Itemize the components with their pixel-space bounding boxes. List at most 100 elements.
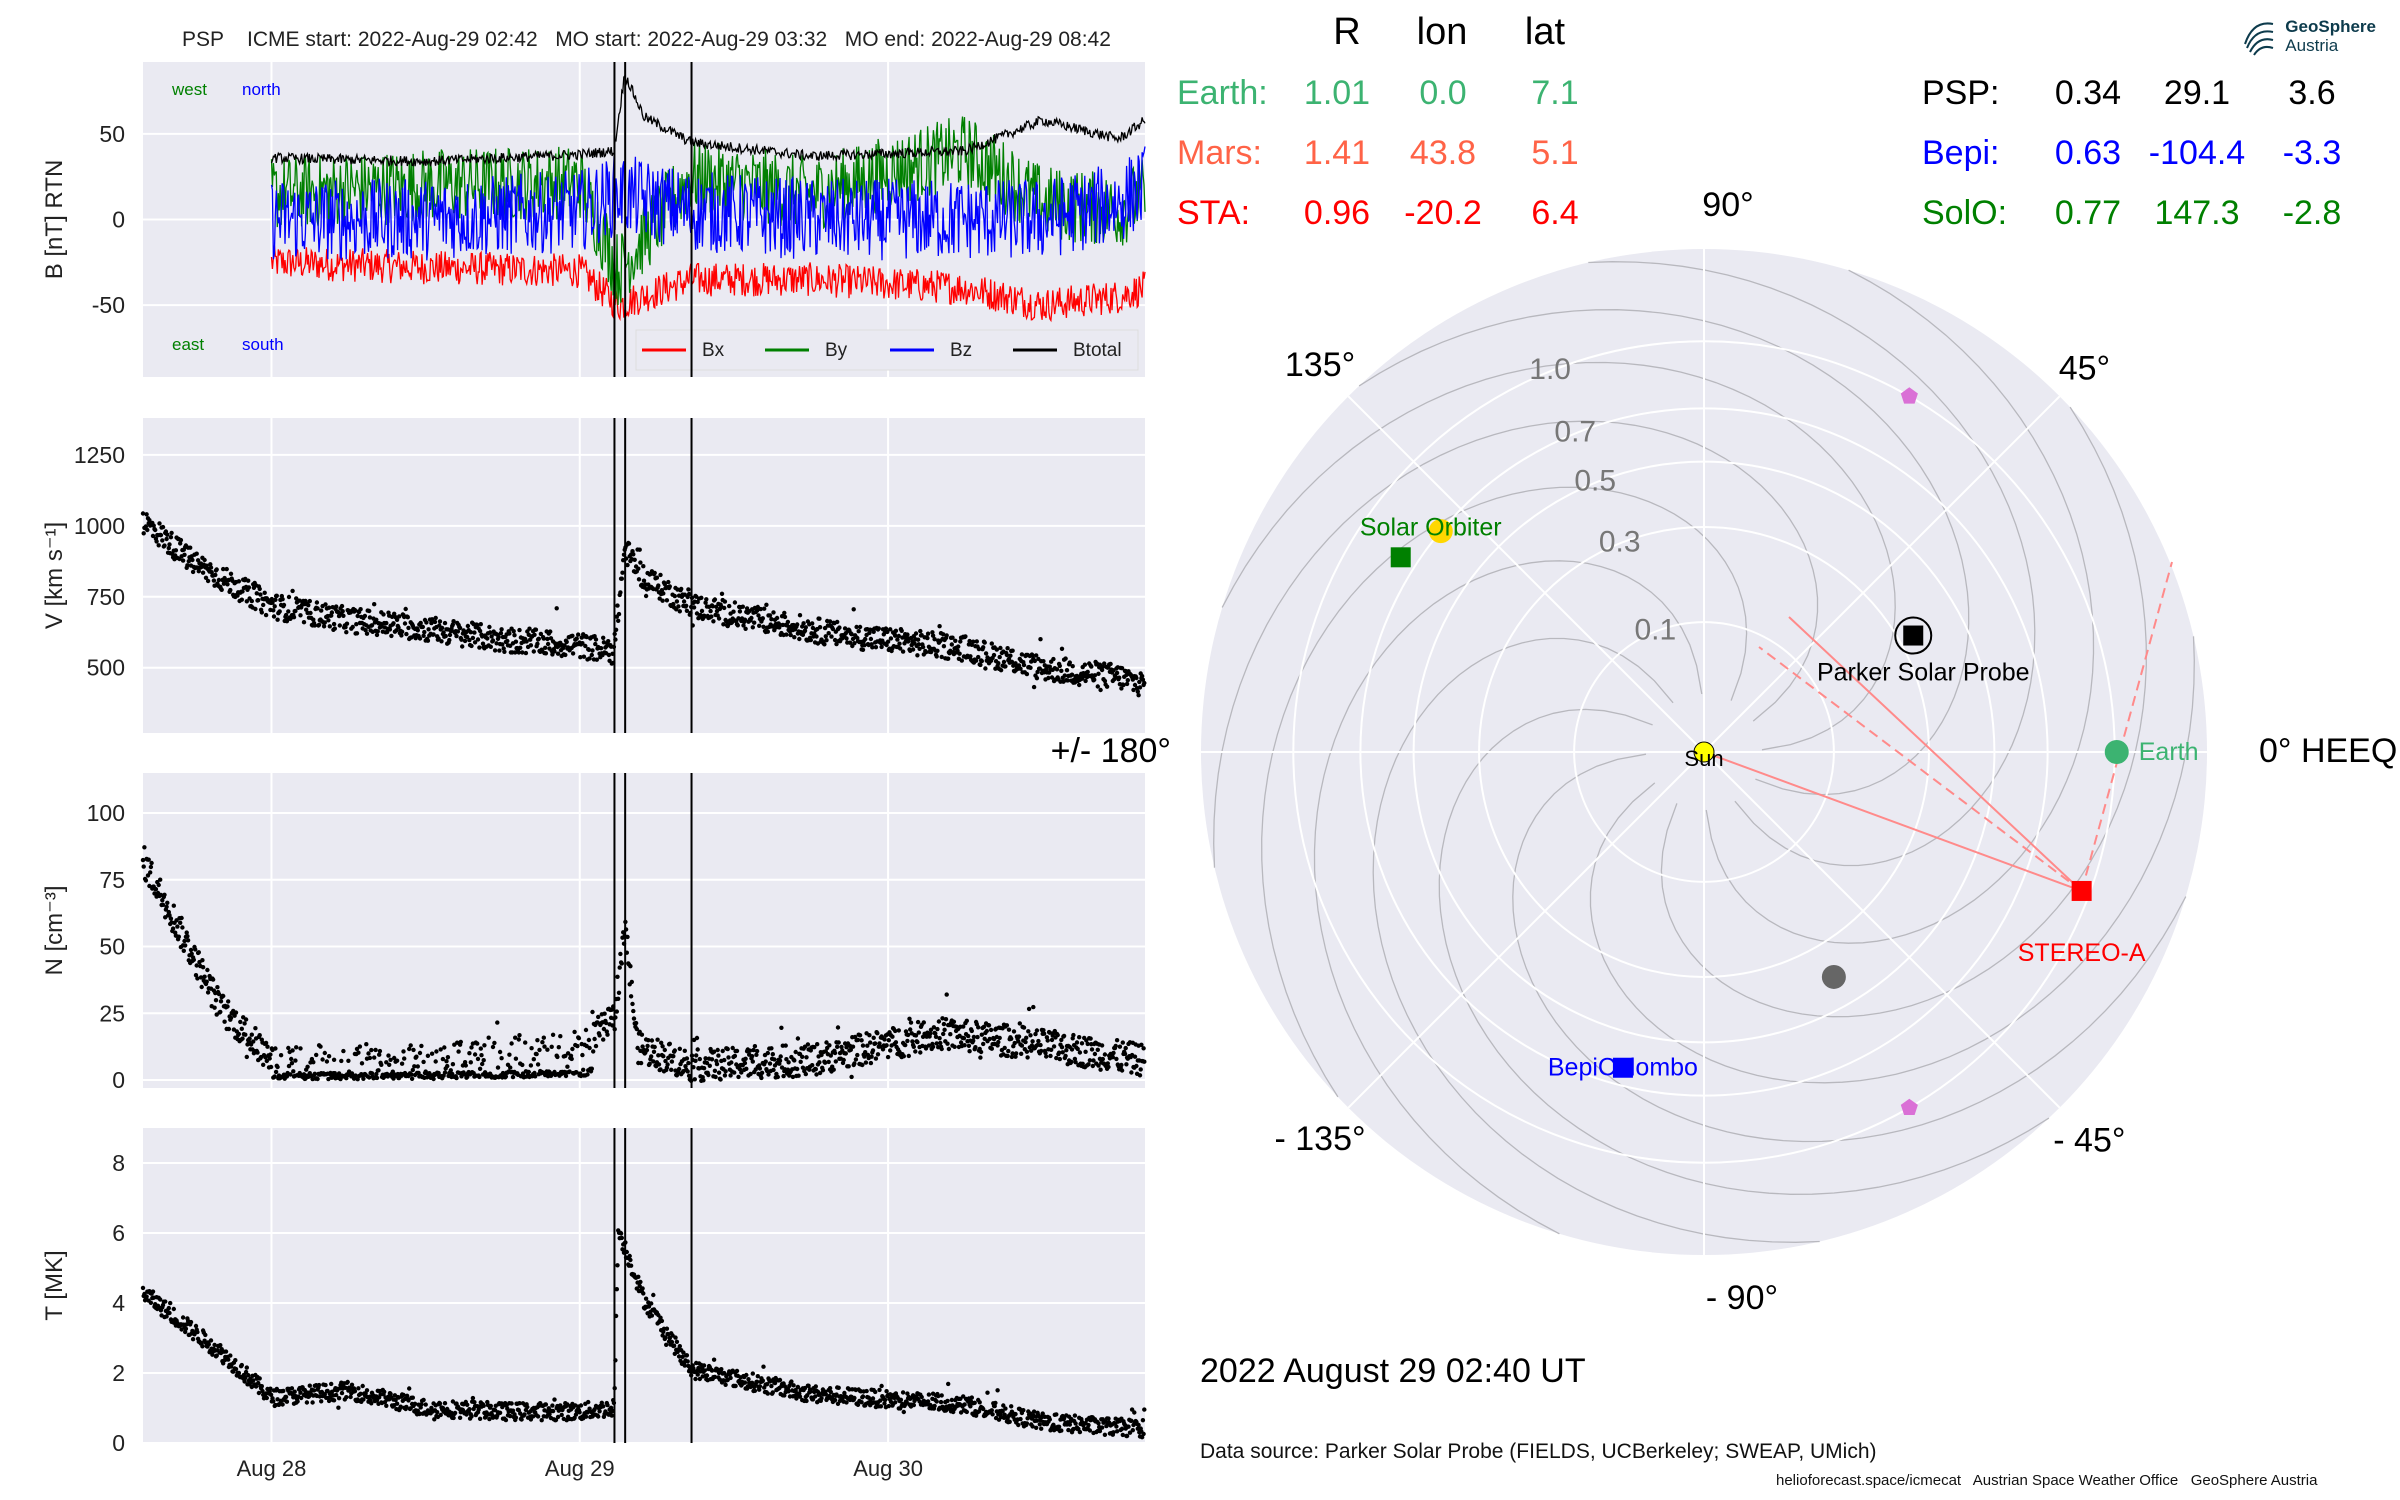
data-point <box>253 1384 259 1389</box>
data-point <box>683 1064 688 1069</box>
data-point <box>167 542 172 547</box>
data-point <box>362 613 368 619</box>
data-point <box>1005 646 1010 651</box>
data-point <box>815 1042 820 1047</box>
data-point <box>152 891 157 896</box>
data-point <box>674 1339 680 1345</box>
data-point <box>360 1383 365 1389</box>
data-point <box>1126 1424 1131 1429</box>
data-point <box>358 607 363 612</box>
label-east: east <box>172 335 204 354</box>
data-point <box>523 650 529 656</box>
data-point <box>886 1038 891 1043</box>
data-point <box>676 604 681 609</box>
angle-label-a45: 45° <box>2059 350 2110 388</box>
data-point <box>270 600 275 605</box>
data-point <box>640 1286 645 1291</box>
table-name-right: PSP: <box>1922 74 1999 112</box>
data-point <box>497 1049 503 1055</box>
data-point <box>1099 1043 1105 1048</box>
data-point <box>842 1390 847 1396</box>
data-point <box>1061 1033 1067 1039</box>
data-point <box>149 860 154 866</box>
data-point <box>563 1053 568 1059</box>
data-point <box>290 1048 295 1053</box>
data-point <box>331 621 337 627</box>
data-point <box>194 551 199 556</box>
data-point <box>616 611 622 617</box>
data-point <box>628 1257 633 1263</box>
data-point <box>1047 1030 1053 1035</box>
data-point <box>664 1326 670 1331</box>
data-point <box>239 1362 244 1368</box>
data-point <box>471 1071 476 1076</box>
data-point <box>795 1384 801 1390</box>
data-point <box>996 1039 1001 1045</box>
data-point <box>806 1383 811 1389</box>
data-point <box>740 604 745 609</box>
data-point <box>692 1077 697 1082</box>
data-point <box>1009 659 1015 664</box>
parker-spiral-line <box>1588 261 2036 867</box>
data-point <box>307 598 312 604</box>
data-point <box>467 1407 472 1412</box>
data-point <box>802 628 808 633</box>
data-point <box>691 605 697 610</box>
data-point <box>789 1379 794 1384</box>
data-point <box>366 1051 371 1056</box>
data-point <box>884 1043 889 1048</box>
data-point <box>781 1073 786 1079</box>
data-point <box>1016 1039 1021 1044</box>
data-point <box>618 590 623 595</box>
data-point <box>535 641 540 646</box>
data-point <box>195 1329 200 1335</box>
data-point <box>1056 1050 1062 1055</box>
data-point <box>647 1061 652 1067</box>
data-point <box>989 641 994 646</box>
data-point <box>513 1415 519 1420</box>
data-point <box>1006 1048 1011 1054</box>
data-point <box>908 1027 913 1032</box>
data-point <box>314 600 320 605</box>
data-point <box>392 611 397 616</box>
data-point <box>727 603 732 609</box>
data-point <box>548 629 553 634</box>
solar-orbiter-marker <box>1390 547 1411 568</box>
data-point <box>737 1067 743 1072</box>
data-point <box>1119 686 1124 691</box>
data-point <box>517 1033 522 1038</box>
data-point <box>322 620 327 625</box>
data-point <box>942 1027 947 1033</box>
data-point <box>450 1062 456 1067</box>
data-point <box>1114 670 1120 676</box>
data-point <box>1034 653 1039 658</box>
data-point <box>831 1067 836 1072</box>
data-point <box>251 1039 256 1044</box>
table-lon-left: 43.8 <box>1410 134 1476 172</box>
data-point <box>339 1390 345 1396</box>
data-point <box>205 990 211 995</box>
data-point <box>178 537 184 543</box>
data-point <box>205 578 211 584</box>
data-point <box>188 545 193 550</box>
data-point <box>867 1033 872 1038</box>
data-point <box>1059 646 1065 651</box>
data-point <box>636 577 642 582</box>
data-point <box>795 1066 800 1072</box>
data-point <box>782 1384 788 1389</box>
data-point <box>599 1400 604 1406</box>
data-point <box>580 1052 585 1058</box>
data-point <box>440 1056 446 1062</box>
data-point <box>746 1377 751 1382</box>
data-point <box>1055 1032 1060 1038</box>
data-point <box>1029 1048 1034 1053</box>
data-point <box>1054 1412 1059 1417</box>
data-point <box>832 637 838 643</box>
data-point <box>322 1050 327 1056</box>
data-point <box>868 1060 874 1066</box>
data-point <box>951 1019 957 1024</box>
data-point <box>865 1043 870 1048</box>
data-point <box>1096 671 1101 676</box>
data-point <box>369 1047 374 1053</box>
data-point <box>898 646 903 651</box>
